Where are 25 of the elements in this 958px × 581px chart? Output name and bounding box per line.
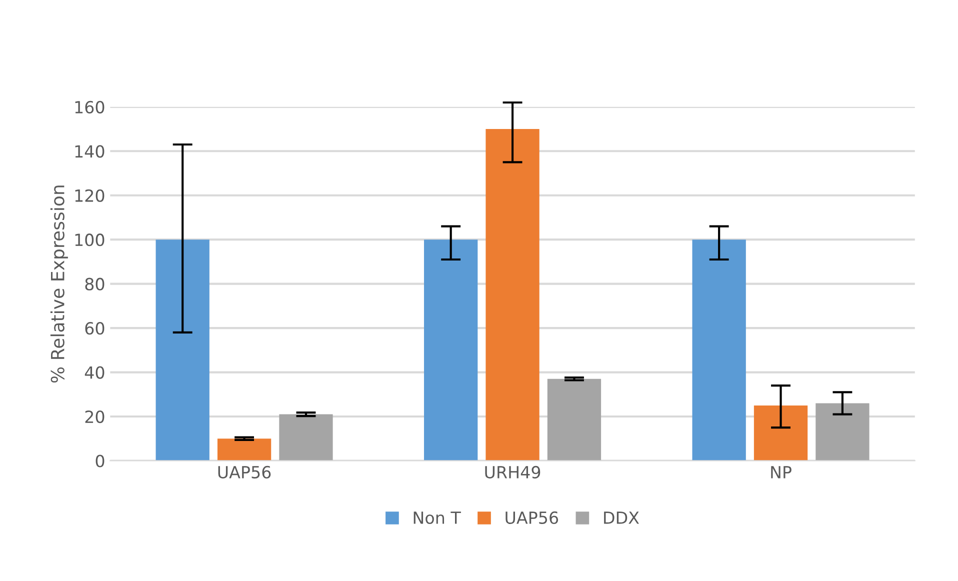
bar: [692, 240, 746, 461]
x-tick-label: NP: [771, 466, 792, 478]
x-tick-label: URH49: [485, 466, 540, 478]
bar: [486, 129, 540, 461]
y-tick-label: 100: [75, 234, 104, 246]
bar: [547, 378, 602, 461]
legend-label: DDX: [604, 512, 639, 524]
x-tick-label: UAP56: [218, 466, 271, 478]
y-tick-label: 0: [96, 454, 104, 468]
y-tick-label: 20: [85, 410, 104, 424]
bar: [279, 414, 333, 461]
y-tick-label: 140: [75, 145, 104, 158]
legend-label: UAP56: [506, 511, 558, 524]
bar: [424, 240, 478, 461]
y-tick-label: 40: [84, 366, 104, 379]
y-tick-label: 120: [75, 189, 104, 202]
bar: [217, 438, 272, 461]
legend-label: Non T: [414, 512, 461, 524]
y-tick-label: 60: [85, 322, 104, 335]
y-axis-title: % Relative Expression: [50, 186, 68, 383]
y-tick-label: 160: [75, 100, 104, 114]
y-tick-label: 80: [85, 278, 104, 290]
bar: [156, 240, 210, 461]
bar: [816, 403, 870, 461]
bar: [754, 405, 808, 461]
